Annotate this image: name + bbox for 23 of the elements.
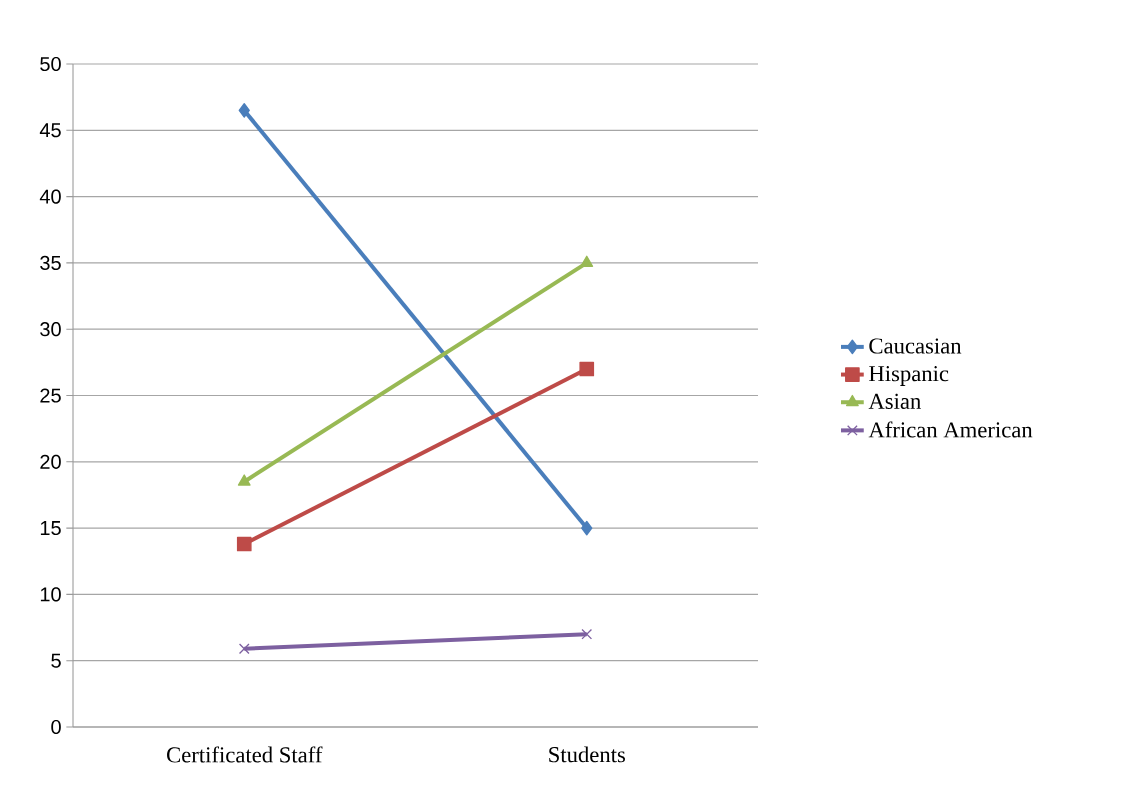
y-tick-label: 0 <box>51 719 61 735</box>
y-tick-label: 35 <box>40 255 61 270</box>
point <box>238 643 250 655</box>
point <box>581 520 593 536</box>
point <box>581 628 593 640</box>
y-tick-label: 30 <box>40 322 61 337</box>
x-tick-label: Certificated Staff <box>167 746 323 763</box>
y-tick-label: 5 <box>51 653 61 668</box>
legend-label: Caucasian <box>869 338 962 354</box>
y-tick-label: 45 <box>39 123 61 138</box>
legend-label: Asian <box>868 393 921 409</box>
y-tick-label: 15 <box>40 521 61 536</box>
legend-label: African American <box>868 421 1033 438</box>
y-tick-label: 25 <box>40 388 61 403</box>
y-tick-label: 50 <box>40 56 61 72</box>
point <box>238 103 250 118</box>
point <box>236 536 252 552</box>
y-tick-label: 40 <box>39 189 61 204</box>
point <box>579 361 595 377</box>
y-tick-label: 20 <box>40 454 61 469</box>
legend-label: Hispanic <box>869 366 949 386</box>
x-tick-label: Students <box>549 746 625 763</box>
y-tick-label: 10 <box>40 587 61 602</box>
